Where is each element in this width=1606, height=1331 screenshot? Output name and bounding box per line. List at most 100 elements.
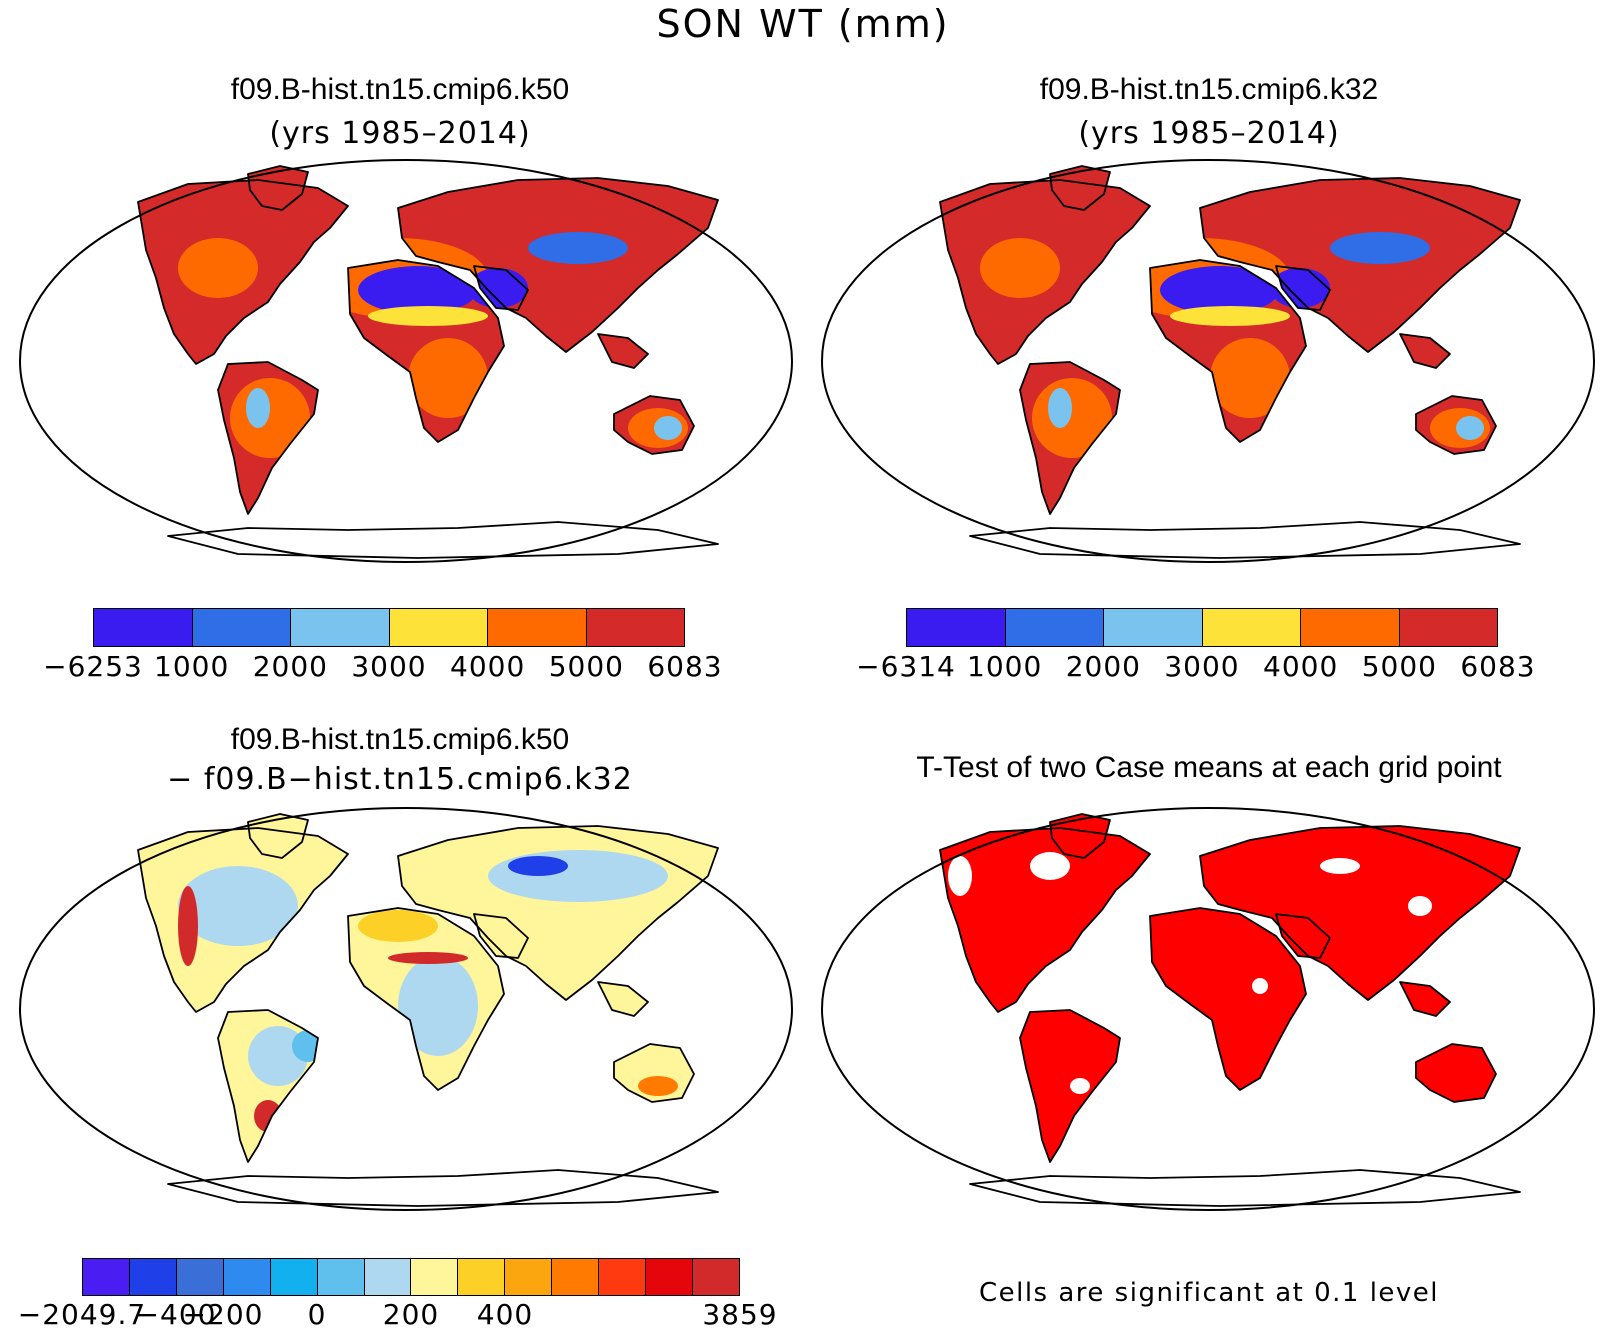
coastline-northAmerica (137, 179, 349, 365)
colorbar-tick-label: 5000 (1361, 650, 1437, 683)
panel-3-colorbar (82, 1258, 740, 1296)
colorbar-swatch (586, 609, 684, 646)
coastline-australia (613, 395, 695, 455)
colorbar-tick-label: 400 (476, 1298, 534, 1331)
coastline-arabia (1275, 913, 1331, 959)
colorbar-swatch (1399, 609, 1497, 646)
colorbar-tick-label: 6083 (1460, 650, 1536, 683)
coastline-southAmerica (217, 361, 319, 515)
colorbar-swatch (907, 609, 1006, 646)
coastline-arabia (473, 265, 529, 311)
colorbar-tick-label: 1000 (967, 650, 1043, 683)
colorbar-swatch (291, 609, 390, 646)
coastline-africa (1149, 259, 1307, 443)
coastline-antarctica (167, 521, 719, 559)
colorbar-tick-label: 4000 (1263, 650, 1339, 683)
figure-title: SON WT (mm) (656, 2, 950, 46)
panel-1-map (19, 159, 793, 563)
colorbar-swatch (646, 1259, 693, 1295)
panel-3-title: f09.B-hist.tn15.cmip6.k50 (230, 723, 570, 756)
coastline-seAsia (1399, 981, 1451, 1017)
panel-2-colorbar (906, 608, 1498, 647)
colorbar-tick-label: −6314 (856, 650, 956, 683)
coastline-greenland (1049, 813, 1111, 859)
colorbar-tick-label: 1000 (154, 650, 230, 683)
coastline-antarctica (167, 1169, 719, 1207)
coastline-southAmerica (1019, 361, 1121, 515)
coastline-northAmerica (939, 827, 1151, 1013)
panel-2-title: f09.B-hist.tn15.cmip6.k32 (1039, 73, 1379, 106)
colorbar-tick-label: 5000 (548, 650, 624, 683)
panel-4-footnote: Cells are significant at 0.1 level (978, 1278, 1440, 1308)
colorbar-swatch (223, 1259, 271, 1295)
colorbar-tick-label: 3000 (351, 650, 427, 683)
coastline-seAsia (597, 333, 649, 369)
coastline-greenland (1049, 165, 1111, 211)
colorbar-tick-label: 2000 (1065, 650, 1141, 683)
colorbar-swatch (488, 609, 587, 646)
colorbar-swatch (552, 1259, 600, 1295)
coastline-arabia (473, 913, 529, 959)
coastline-northAmerica (137, 827, 349, 1013)
colorbar-swatch (364, 1259, 412, 1295)
coastline-eurasia (397, 825, 719, 1001)
panel-3-subtitle: − f09.B−hist.tn15.cmip6.k32 (167, 762, 633, 797)
coastline-africa (1149, 907, 1307, 1091)
coastline-greenland (247, 165, 309, 211)
panel-1-subtitle: (yrs 1985–2014) (269, 116, 531, 151)
coastline-antarctica (969, 521, 1521, 559)
coastline-eurasia (1199, 825, 1521, 1001)
map-boundary (821, 159, 1595, 563)
colorbar-tick-label: 6083 (647, 650, 723, 683)
colorbar-tick-label: 200 (382, 1298, 440, 1331)
panel-4-title: T-Test of two Case means at each grid po… (916, 751, 1502, 784)
coastline-northAmerica (939, 179, 1151, 365)
colorbar-swatch (458, 1259, 506, 1295)
panel-1-title: f09.B-hist.tn15.cmip6.k50 (230, 73, 570, 106)
colorbar-tick-label: 4000 (450, 650, 526, 683)
coastline-eurasia (1199, 177, 1521, 353)
colorbar-swatch (1202, 609, 1301, 646)
colorbar-swatch (192, 609, 291, 646)
coastline-australia (1415, 1043, 1497, 1103)
colorbar-tick-label: 3000 (1164, 650, 1240, 683)
colorbar-tick-label: 3859 (702, 1298, 778, 1331)
coastline-africa (347, 907, 505, 1091)
colorbar-swatch (505, 1259, 553, 1295)
coastline-seAsia (1399, 333, 1451, 369)
colorbar-swatch (270, 1259, 318, 1295)
coastline-greenland (247, 813, 309, 859)
coastline-southAmerica (1019, 1009, 1121, 1163)
coastline-eurasia (397, 177, 719, 353)
colorbar-swatch (94, 609, 193, 646)
colorbar-swatch (129, 1259, 177, 1295)
coastline-antarctica (969, 1169, 1521, 1207)
colorbar-swatch (692, 1259, 739, 1295)
colorbar-tick-label: 0 (307, 1298, 327, 1331)
colorbar-swatch (389, 609, 488, 646)
colorbar-tick-label: −400 (135, 1298, 217, 1331)
colorbar-tick-label: −2049.7 (17, 1298, 147, 1331)
coastline-australia (613, 1043, 695, 1103)
panel-2-subtitle: (yrs 1985–2014) (1078, 116, 1340, 151)
colorbar-tick-label: −200 (182, 1298, 264, 1331)
panel-2-map (821, 159, 1595, 563)
coastline-seAsia (597, 981, 649, 1017)
colorbar-swatch (411, 1259, 459, 1295)
colorbar-swatch (1301, 609, 1400, 646)
colorbar-swatch (1104, 609, 1203, 646)
colorbar-tick-label: 2000 (252, 650, 328, 683)
coastline-australia (1415, 395, 1497, 455)
panel-3-map (19, 807, 793, 1211)
colorbar-swatch (599, 1259, 647, 1295)
colorbar-swatch (83, 1259, 130, 1295)
coastline-southAmerica (217, 1009, 319, 1163)
colorbar-tick-label: −6253 (43, 650, 143, 683)
coastline-arabia (1275, 265, 1331, 311)
map-boundary (19, 159, 793, 563)
colorbar-swatch (317, 1259, 365, 1295)
map-boundary (821, 807, 1595, 1211)
coastline-africa (347, 259, 505, 443)
colorbar-swatch (1005, 609, 1104, 646)
panel-1-colorbar (93, 608, 685, 647)
